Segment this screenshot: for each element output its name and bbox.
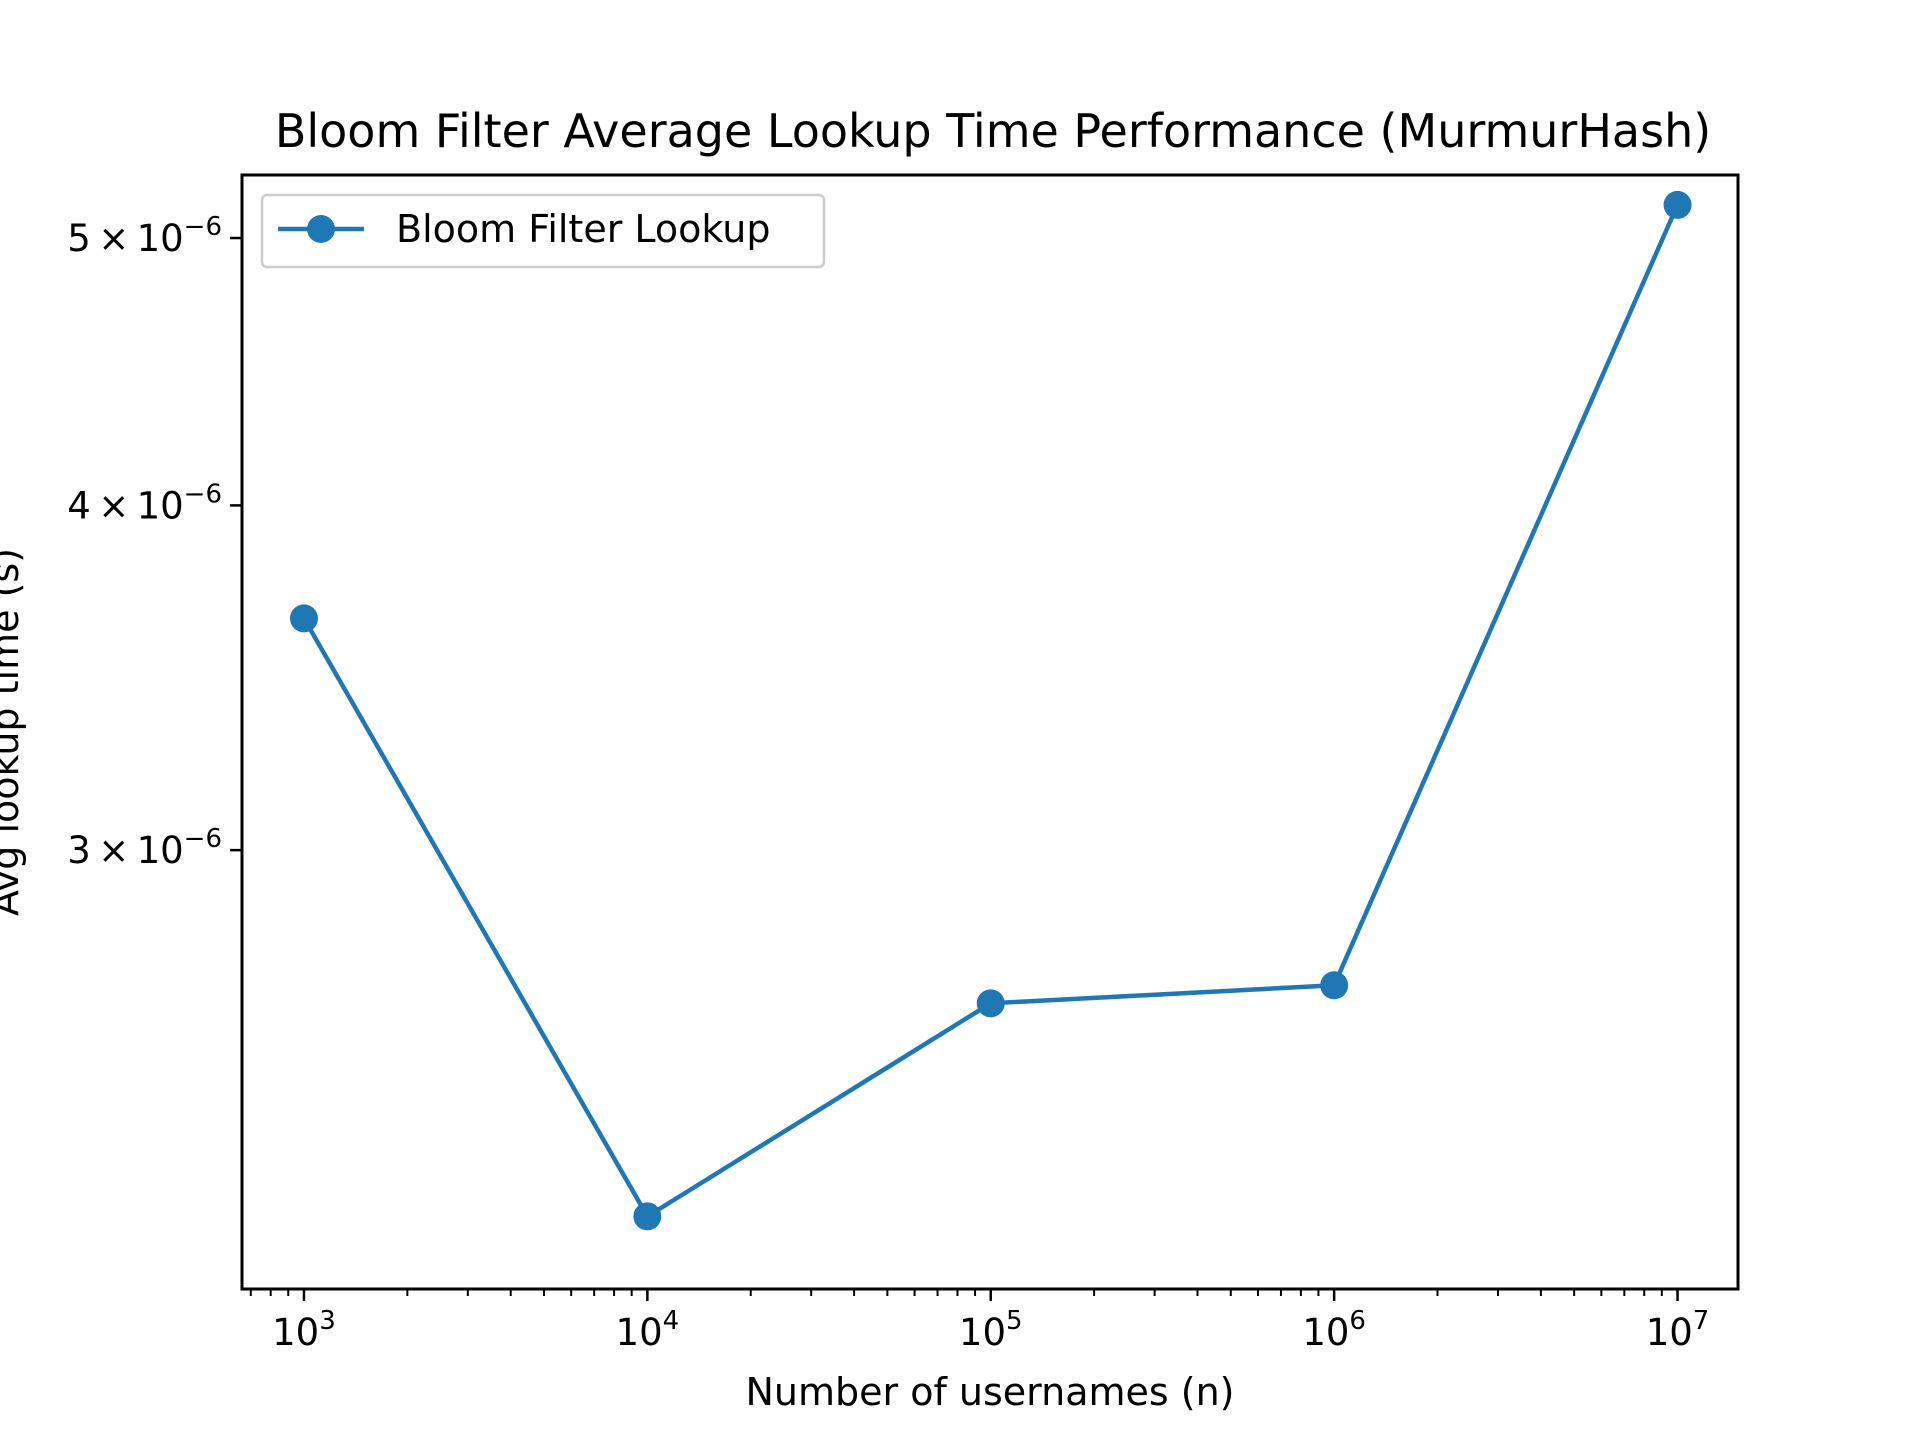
x-tick-label: 103: [272, 1306, 336, 1354]
data-point: [633, 1202, 662, 1231]
x-tick-label: 105: [959, 1306, 1023, 1354]
chart-title: Bloom Filter Average Lookup Time Perform…: [275, 104, 1711, 158]
y-axis: 3 × 10−6 4 × 10−6 5 × 10−6: [67, 212, 242, 872]
data-point: [1320, 971, 1349, 1000]
x-tick-label: 104: [616, 1306, 680, 1354]
series-line: [302, 203, 1680, 1219]
x-axis-label: Number of usernames (n): [745, 1370, 1234, 1414]
data-point: [976, 989, 1005, 1018]
legend-frame: [260, 193, 826, 269]
y-axis-label: Avg lookup time (s): [0, 548, 27, 916]
y-tick-label: 3 × 10−6: [67, 824, 222, 872]
data-point: [289, 604, 318, 633]
x-tick-label: 107: [1646, 1306, 1710, 1354]
data-point: [1663, 190, 1692, 219]
x-tick-label: 106: [1302, 1306, 1366, 1354]
y-tick-label: 4 × 10−6: [67, 479, 222, 527]
legend-marker-swatch: [307, 215, 335, 243]
plot-frame: [240, 173, 1740, 1291]
legend-label: Bloom Filter Lookup: [396, 207, 770, 251]
x-axis: 103 104 105 106 107: [249, 1289, 1710, 1354]
legend: Bloom Filter Lookup: [260, 193, 826, 269]
y-tick-label: 5 × 10−6: [67, 212, 222, 260]
plot-area: [289, 190, 1692, 1231]
